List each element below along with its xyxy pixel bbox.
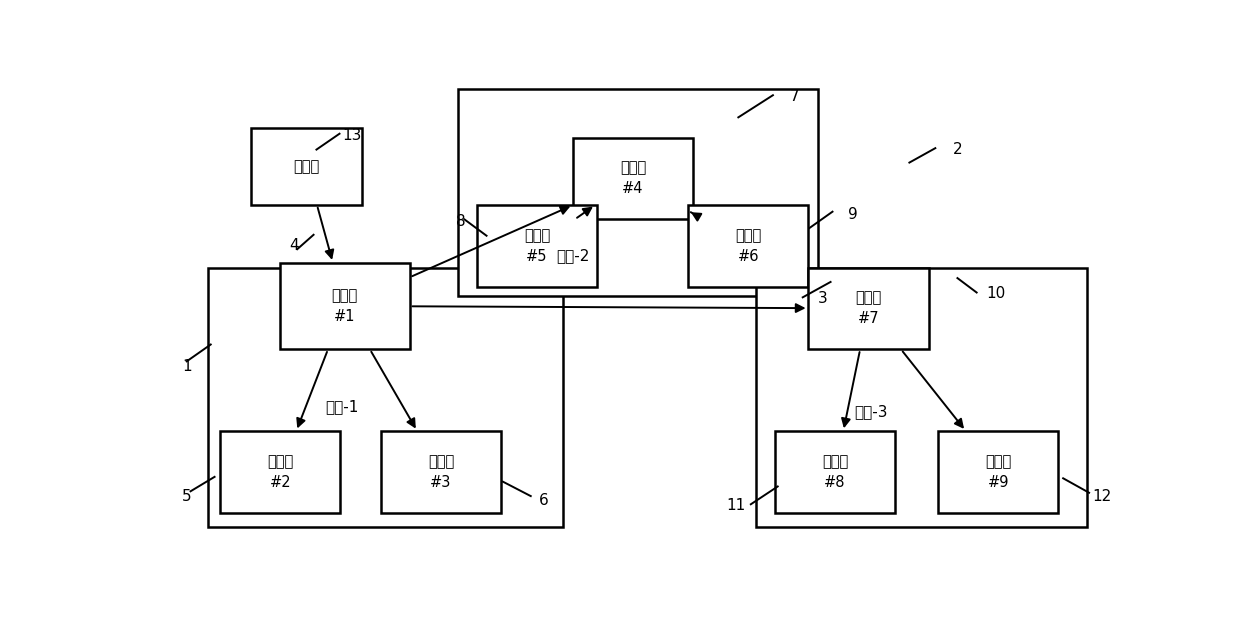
Text: 1: 1 [182, 359, 191, 374]
Text: 10: 10 [986, 286, 1006, 301]
Bar [381, 431, 501, 513]
Text: 备节点
#2: 备节点 #2 [268, 454, 294, 490]
Bar [280, 262, 409, 349]
Text: 12: 12 [1092, 489, 1111, 504]
Bar [808, 268, 929, 349]
Text: 备节点
#8: 备节点 #8 [822, 454, 848, 490]
Bar [250, 128, 362, 205]
Text: 7: 7 [789, 89, 799, 104]
Bar [221, 431, 341, 513]
Text: 2: 2 [952, 142, 962, 157]
Text: 备节点
#6: 备节点 #6 [735, 228, 761, 264]
Text: 11: 11 [727, 498, 746, 513]
Text: 地区-1: 地区-1 [326, 399, 360, 414]
Bar [477, 205, 596, 287]
Bar [755, 268, 1087, 528]
Text: 13: 13 [342, 127, 362, 142]
Text: 4: 4 [289, 238, 299, 253]
Text: 地区-2: 地区-2 [557, 248, 590, 263]
Text: 9: 9 [848, 207, 858, 222]
Bar [688, 205, 808, 287]
Bar [573, 138, 693, 219]
Text: 主节点
#1: 主节点 #1 [331, 288, 358, 324]
Text: 6: 6 [539, 493, 549, 508]
Bar [208, 268, 563, 528]
Text: 5: 5 [182, 489, 191, 504]
Text: 8: 8 [456, 214, 465, 229]
Text: 地区-3: 地区-3 [854, 404, 888, 419]
Bar [775, 431, 895, 513]
Text: 备节点
#5: 备节点 #5 [523, 228, 551, 264]
Text: 备节点
#3: 备节点 #3 [428, 454, 454, 490]
Bar [458, 89, 818, 296]
Bar [939, 431, 1058, 513]
Text: 备节点
#9: 备节点 #9 [985, 454, 1012, 490]
Text: 客户端: 客户端 [293, 159, 320, 174]
Text: 备节点
#4: 备节点 #4 [620, 161, 646, 196]
Text: 3: 3 [818, 291, 828, 306]
Text: 备节点
#7: 备节点 #7 [856, 291, 882, 326]
